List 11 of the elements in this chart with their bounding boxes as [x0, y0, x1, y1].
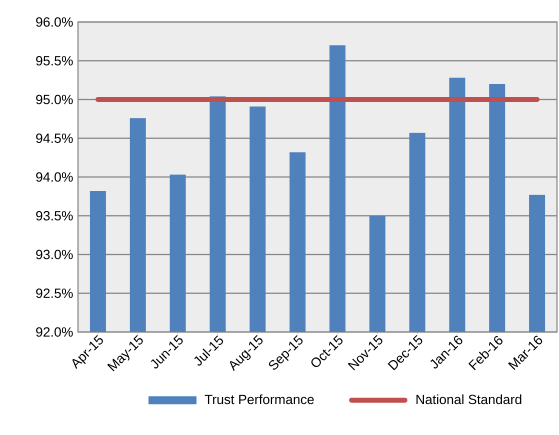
legend-label: Trust Performance	[204, 394, 314, 404]
y-tick-label: 94.0%	[36, 172, 73, 182]
y-tick-label: 93.0%	[36, 250, 73, 260]
y-tick-label: 95.5%	[36, 56, 73, 66]
y-tick-label: 93.5%	[36, 211, 73, 220]
y-tick-label: 94.5%	[36, 134, 73, 143]
legend-label: National Standard	[416, 394, 522, 404]
y-tick-label: 96.0%	[36, 17, 73, 27]
y-tick-label: 92.0%	[36, 327, 73, 337]
y-tick-label: 95.0%	[36, 94, 73, 104]
y-tick-label: 92.5%	[36, 288, 73, 298]
